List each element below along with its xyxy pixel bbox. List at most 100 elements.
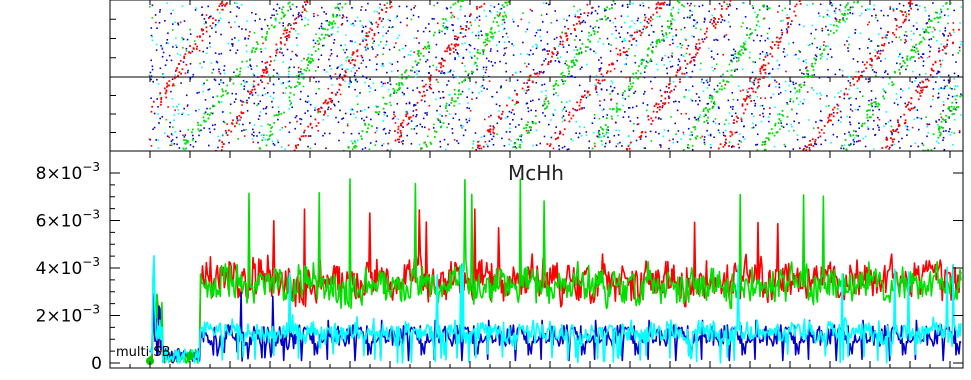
raster-dot <box>338 139 340 142</box>
raster-dot <box>418 70 420 73</box>
raster-dot <box>341 118 343 120</box>
raster-dot <box>286 37 288 40</box>
raster-dot <box>630 36 633 38</box>
raster-stripe-dot <box>651 50 653 52</box>
raster-dot <box>898 55 900 58</box>
raster-dot <box>689 9 691 12</box>
raster-dot <box>312 39 315 42</box>
raster-stripe-dot <box>238 73 241 76</box>
raster-stripe-dot <box>661 105 664 107</box>
raster-dot <box>858 122 860 124</box>
raster-dot <box>614 3 616 5</box>
raster-dot <box>562 108 565 110</box>
raster-stripe-dot <box>393 89 396 92</box>
raster-stripe-dot <box>906 57 908 60</box>
raster-stripe-dot <box>707 110 710 113</box>
raster-dot <box>171 139 174 141</box>
raster-stripe-dot <box>577 53 580 55</box>
raster-dot <box>185 47 188 50</box>
raster-dot <box>922 60 925 63</box>
raster-dot <box>678 8 680 11</box>
raster-stripe-dot <box>287 9 290 12</box>
raster-dot <box>789 90 792 93</box>
raster-stripe-dot <box>716 90 719 93</box>
raster-dot <box>287 76 290 78</box>
raster-stripe-dot <box>869 63 871 66</box>
raster-dot <box>621 94 624 96</box>
raster-dot <box>187 69 189 72</box>
raster-dot <box>650 60 653 62</box>
raster-dot <box>859 14 861 17</box>
raster-stripe-dot <box>247 90 250 93</box>
raster-dot <box>439 113 441 116</box>
raster-stripe-dot <box>199 124 202 127</box>
raster-dot <box>711 66 713 69</box>
raster-dot <box>731 146 733 148</box>
raster-dot <box>922 65 925 67</box>
raster-dot <box>494 62 496 64</box>
raster-stripe-dot <box>560 36 563 39</box>
raster-dot <box>729 25 731 28</box>
raster-stripe-dot <box>501 113 503 116</box>
raster-stripe-dot <box>690 60 693 63</box>
raster-dot <box>944 27 947 29</box>
raster-dot <box>839 19 841 21</box>
raster-dot <box>220 101 223 103</box>
raster-stripe-dot <box>574 29 576 31</box>
raster-dot <box>677 130 680 132</box>
raster-dot <box>636 117 639 119</box>
raster-dot <box>853 143 855 146</box>
raster-stripe-dot <box>352 51 355 54</box>
raster-stripe-dot <box>449 47 451 50</box>
raster-dot <box>400 134 403 136</box>
raster-dot <box>328 132 331 135</box>
raster-stripe-dot <box>870 103 873 105</box>
raster-dot <box>544 58 547 60</box>
raster-stripe-dot <box>329 98 332 100</box>
raster-dot <box>406 134 408 137</box>
raster-dot <box>632 2 634 5</box>
raster-dot <box>414 104 417 106</box>
raster-dot <box>297 16 300 18</box>
raster-stripe-dot <box>587 12 590 14</box>
raster-stripe-dot <box>794 14 797 17</box>
raster-stripe-dot <box>655 45 658 48</box>
raster-dot <box>364 9 367 11</box>
raster-dot <box>676 46 679 48</box>
raster-dot <box>250 65 252 68</box>
raster-dot <box>848 75 850 78</box>
raster-panels <box>109 0 964 153</box>
raster-dot <box>441 57 443 60</box>
raster-dot <box>346 124 349 127</box>
raster-dot <box>740 120 743 122</box>
raster-stripe-dot <box>640 32 643 34</box>
raster-stripe-dot <box>720 85 723 88</box>
raster-stripe-dot <box>570 60 573 62</box>
raster-dot <box>754 105 756 107</box>
raster-dot <box>361 30 364 32</box>
raster-dot <box>524 31 527 33</box>
raster-dot <box>238 119 240 121</box>
raster-dot <box>642 5 645 7</box>
raster-dot <box>710 146 712 149</box>
raster-dot <box>833 96 836 98</box>
raster-stripe-dot <box>446 110 449 112</box>
raster-stripe-dot <box>394 130 396 132</box>
raster-dot <box>448 94 450 96</box>
raster-dot <box>906 134 908 136</box>
raster-stripe-dot <box>728 145 730 147</box>
raster-dot <box>237 138 239 140</box>
raster-dot <box>659 89 662 92</box>
raster-stripe-dot <box>196 121 199 124</box>
raster-dot <box>317 111 319 114</box>
raster-dot <box>633 92 635 94</box>
raster-stripe-dot <box>676 71 679 74</box>
raster-stripe-dot <box>754 91 757 94</box>
raster-dot <box>183 136 186 138</box>
raster-stripe-dot <box>174 76 177 78</box>
raster-stripe-dot <box>537 75 539 78</box>
raster-dot <box>471 31 474 34</box>
raster-stripe-dot <box>768 7 771 10</box>
raster-dot <box>756 34 759 37</box>
raster-stripe-dot <box>365 32 368 34</box>
